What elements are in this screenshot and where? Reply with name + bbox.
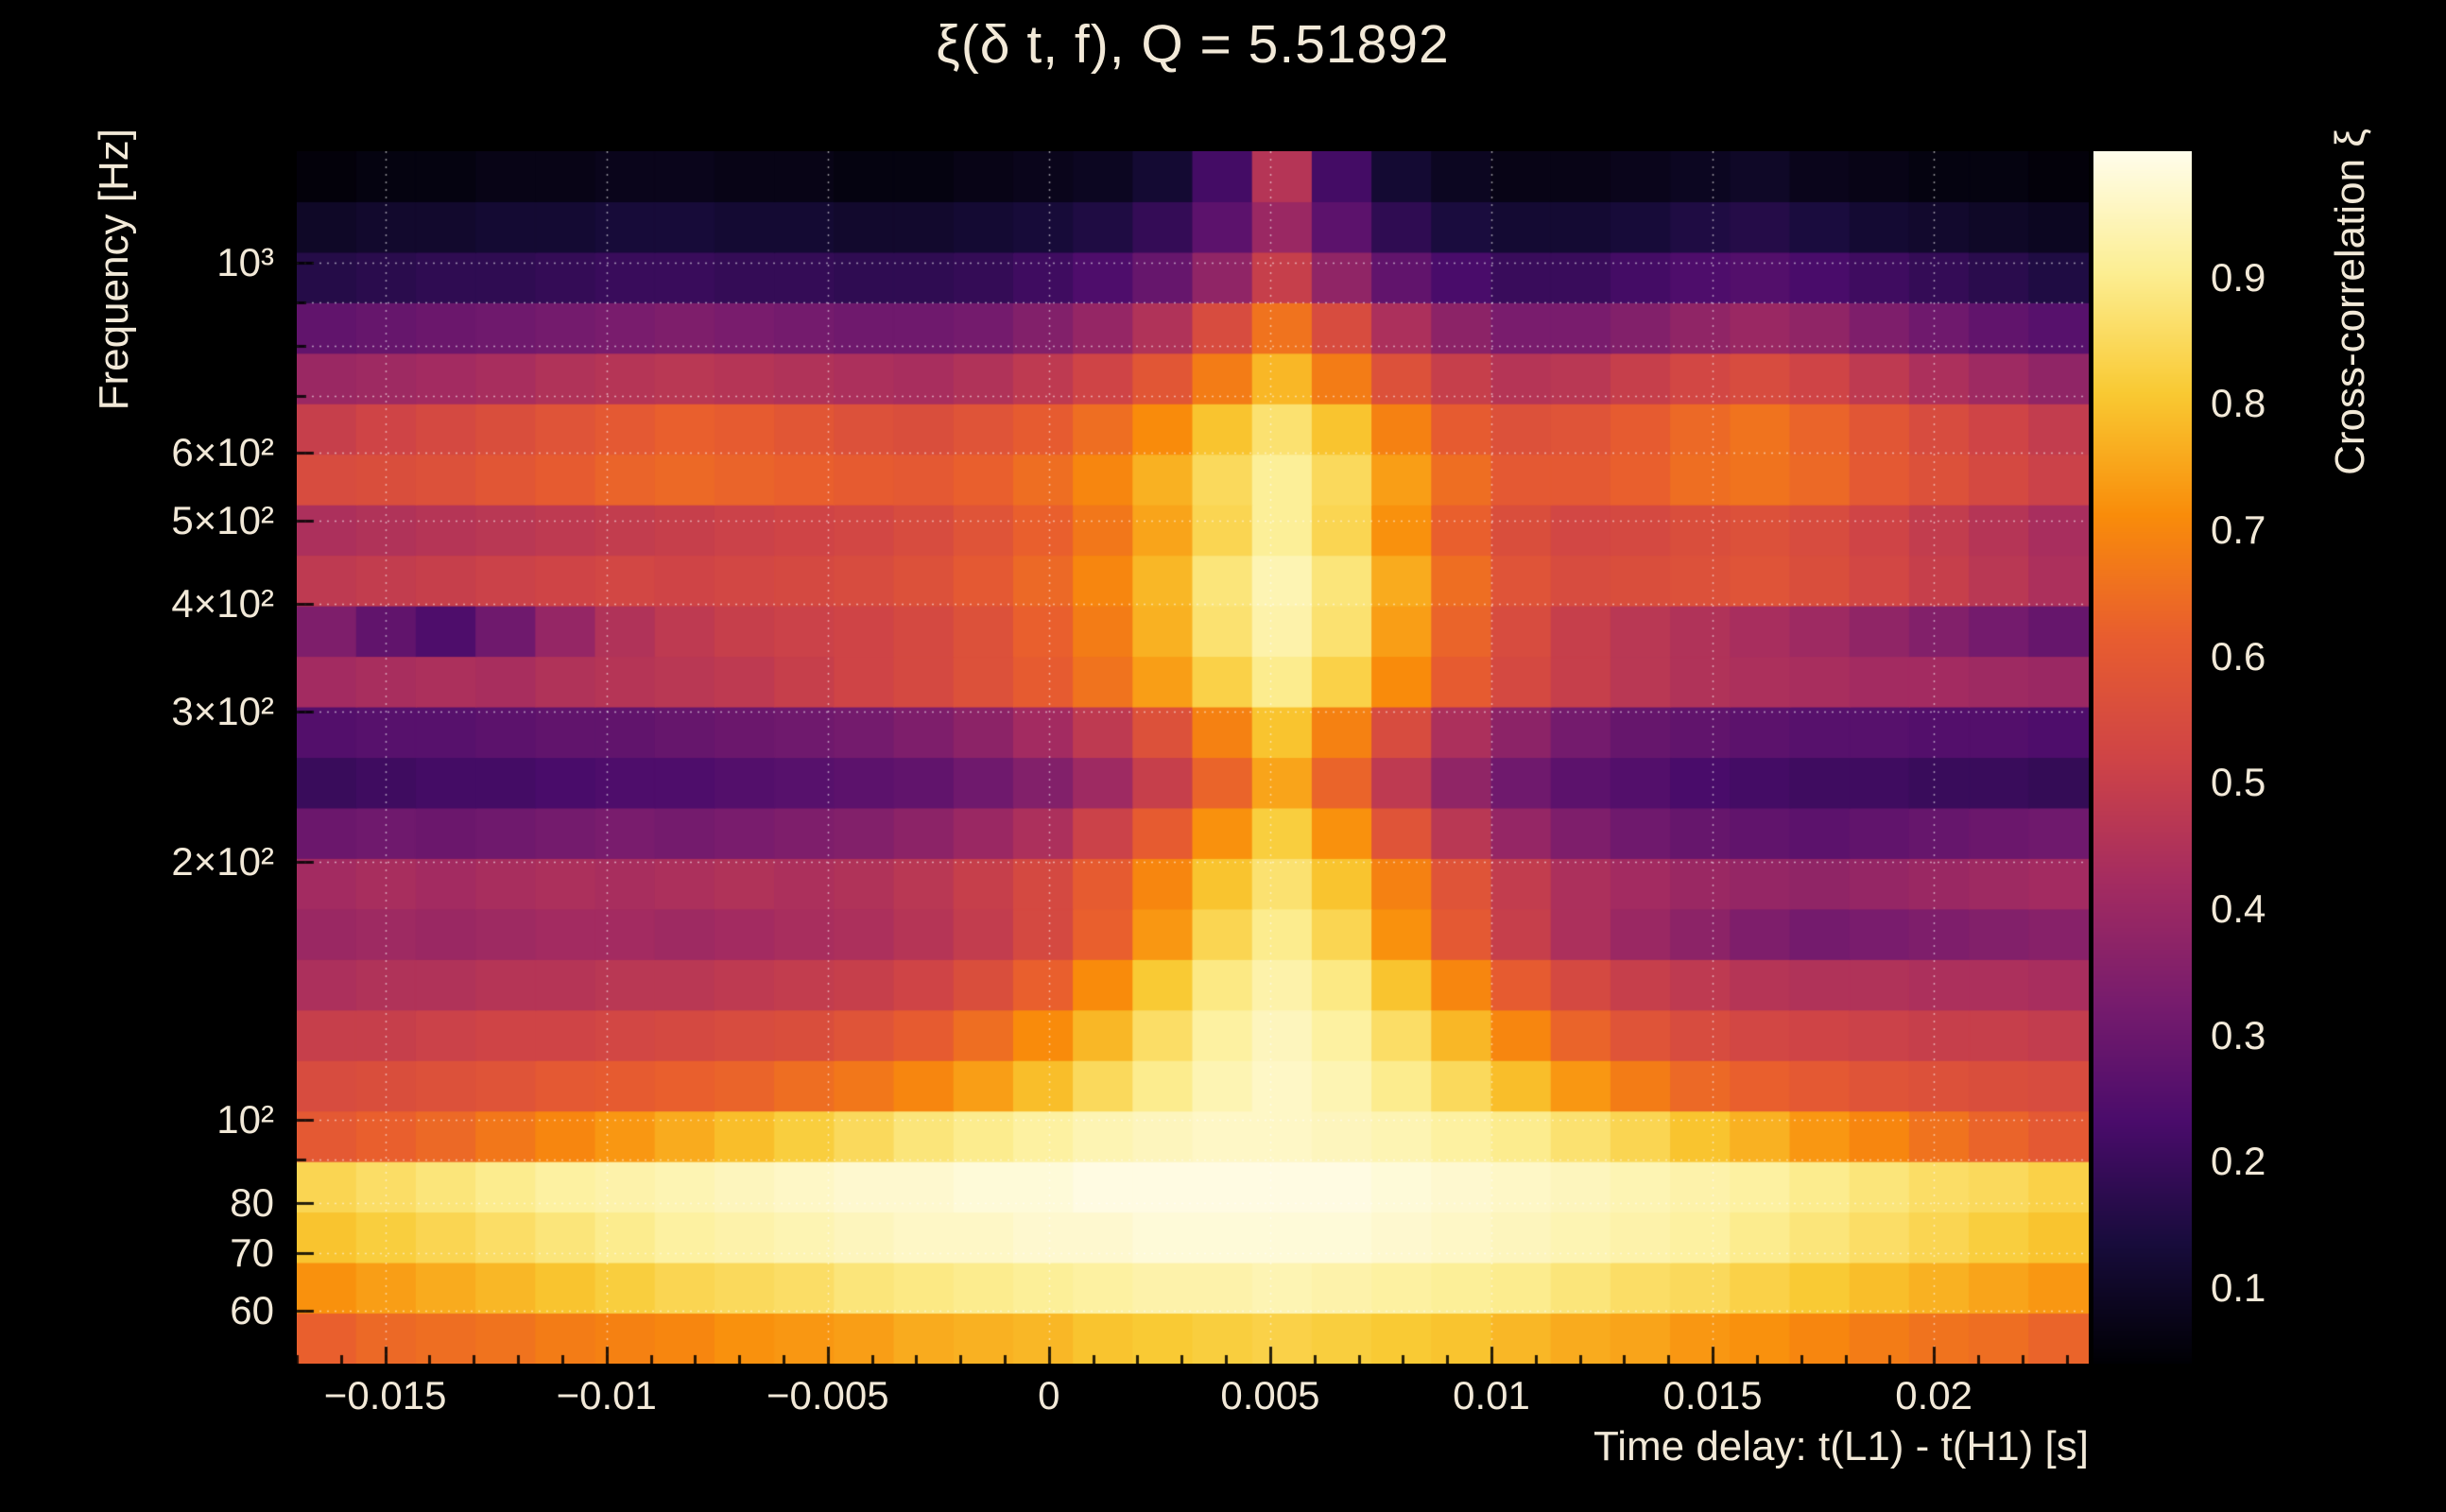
y-tick-label: 10² <box>216 1097 274 1143</box>
y-tick-label: 10³ <box>216 240 274 285</box>
y-tick-label: 4×10² <box>171 581 274 627</box>
x-tick-label: −0.015 <box>323 1373 447 1418</box>
colorbar-tick-label: 0.9 <box>2211 254 2266 300</box>
colorbar-tick-label: 0.2 <box>2211 1139 2266 1184</box>
colorbar-tick-label: 0.7 <box>2211 507 2266 552</box>
x-tick-label: 0.015 <box>1662 1373 1763 1418</box>
y-tick-label: 3×10² <box>171 688 274 733</box>
x-axis-title: Time delay: t(L1) - t(H1) [s] <box>1593 1423 2089 1469</box>
x-tick-label: −0.01 <box>556 1373 657 1418</box>
y-axis-tick-labels: 10³ 6×10² 5×10² 4×10² 3×10² 2×10² 10² 80 70 60 <box>0 151 282 1364</box>
y-tick-label: 5×10² <box>171 498 274 543</box>
colorbar-canvas <box>2093 151 2192 1364</box>
colorbar-tick-label: 0.5 <box>2211 760 2266 805</box>
x-tick-label: −0.005 <box>766 1373 889 1418</box>
y-tick-label: 60 <box>230 1287 274 1332</box>
x-tick-label: 0.01 <box>1453 1373 1530 1418</box>
y-tick-label: 6×10² <box>171 430 274 475</box>
colorbar-tick-labels: 0.9 0.8 0.7 0.6 0.5 0.4 0.3 0.2 0.1 <box>2211 151 2343 1364</box>
x-axis-tick-labels: −0.015 −0.01 −0.005 0 0.005 0.01 0.015 0.02 <box>297 1373 2089 1426</box>
colorbar-tick-label: 0.4 <box>2211 885 2266 931</box>
y-tick-label: 2×10² <box>171 839 274 885</box>
colorbar-tick-label: 0.1 <box>2211 1264 2266 1310</box>
heatmap-canvas <box>297 151 2089 1364</box>
colorbar-tick-label: 0.3 <box>2211 1012 2266 1057</box>
colorbar-tick-label: 0.6 <box>2211 633 2266 679</box>
colorbar-title: Cross-correlation ξ <box>2327 129 2374 480</box>
x-tick-label: 0 <box>1038 1373 1060 1418</box>
y-tick-label: 80 <box>230 1180 274 1226</box>
colorbar-title-text: Cross-correlation ξ <box>2327 129 2373 475</box>
y-tick-label: 70 <box>230 1229 274 1275</box>
colorbar-tick-label: 0.8 <box>2211 381 2266 426</box>
chart-title: ξ(δ t, f), Q = 5.51892 <box>936 14 1450 75</box>
x-tick-label: 0.005 <box>1220 1373 1320 1418</box>
x-tick-label: 0.02 <box>1895 1373 1973 1418</box>
